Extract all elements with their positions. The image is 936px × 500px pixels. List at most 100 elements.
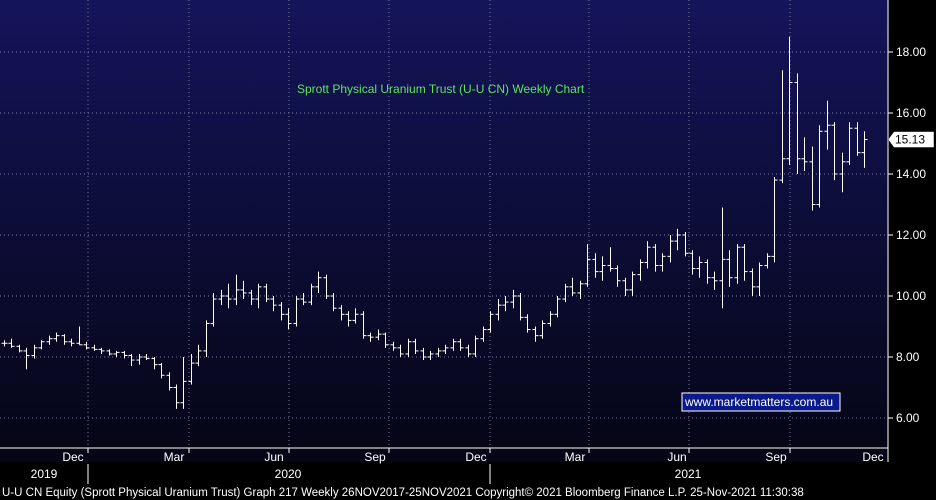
y-tick-label: 10.00 [896, 289, 926, 303]
ohlc-bar [285, 308, 292, 330]
ohlc-bar [255, 283, 262, 309]
ohlc-bar [173, 384, 180, 409]
ohlc-bar [599, 256, 606, 281]
ohlc-bar [412, 338, 419, 354]
ohlc-bar [293, 296, 300, 327]
ohlc-bar [203, 320, 210, 357]
ohlc-bar [360, 311, 367, 339]
ohlc-bar [53, 332, 60, 342]
ohlc-bar [367, 332, 374, 342]
ohlc-bar [457, 338, 464, 351]
ohlc-bar [83, 341, 90, 350]
ohlc-bar [756, 262, 763, 296]
ohlc-bar [689, 250, 696, 275]
plot-background [0, 0, 888, 462]
ohlc-bar [569, 277, 576, 296]
ohlc-bar [136, 353, 143, 365]
x-month-label: Dec [62, 450, 83, 464]
ohlc-bar [218, 289, 225, 306]
ohlc-bar [472, 335, 479, 357]
ohlc-bar [382, 332, 389, 348]
x-month-label: Dec [465, 450, 486, 464]
ohlc-bar [180, 357, 187, 409]
ohlc-bar [68, 338, 75, 347]
ohlc-bar [233, 274, 240, 306]
x-axis: Dec Mar Jun Sep Dec Mar Jun Sep Dec 2019 2020 2021 [0, 447, 889, 484]
ohlc-bar [644, 241, 651, 269]
ohlc-bar [510, 289, 517, 309]
ohlc-bar [151, 357, 158, 370]
ohlc-bar [278, 302, 285, 321]
ohlc-bar [554, 296, 561, 318]
ohlc-bar [577, 280, 584, 300]
ohlc-bar [61, 334, 68, 345]
ohlc-bar [98, 347, 105, 354]
ohlc-bar [771, 177, 778, 263]
ohlc-bar [330, 292, 337, 312]
ohlc-bar [809, 146, 816, 211]
ohlc-bar [816, 125, 823, 208]
ohlc-bar [8, 338, 15, 348]
ohlc-bar [622, 277, 629, 296]
x-year-label: 2021 [675, 467, 702, 481]
last-value-flag: 15.13 [887, 131, 935, 148]
footer-background [0, 484, 936, 500]
ohlc-bar [824, 100, 831, 150]
ohlc-bar [584, 244, 591, 287]
ohlc-bar [263, 283, 270, 303]
ohlc-bar [711, 271, 718, 290]
ohlc-bar [308, 283, 315, 306]
x-month-label: Sep [364, 450, 386, 464]
y-tick-label: 6.00 [896, 411, 920, 425]
ohlc-bar [128, 353, 135, 367]
ohlc-bar [143, 353, 150, 361]
ohlc-bar [420, 347, 427, 361]
y-tick-label: 18.00 [896, 45, 926, 59]
ohlc-bar [31, 344, 38, 359]
ohlc-bar [375, 329, 382, 341]
ohlc-bar [794, 73, 801, 174]
ohlc-bar [397, 344, 404, 357]
ohlc-bar [614, 265, 621, 287]
ohlc-bar [435, 347, 442, 357]
ohlc-bar [696, 256, 703, 278]
ohlc-bar [390, 341, 397, 351]
ohlc-bar [861, 131, 868, 168]
ohlc-bar [195, 344, 202, 367]
ohlc-bar [502, 296, 509, 312]
ohlc-bar [704, 259, 711, 284]
ohlc-bar [831, 122, 838, 181]
ohlc-bar [46, 335, 53, 345]
ohlc-bar [106, 349, 113, 356]
watermark: www.marketmatters.com.au [681, 392, 841, 412]
ohlc-bar [637, 259, 644, 281]
x-month-label: Mar [565, 450, 586, 464]
x-month-label: Mar [164, 450, 185, 464]
ohlc-bar [323, 274, 330, 300]
ohlc-bar [121, 350, 128, 359]
ohlc-bar [450, 338, 457, 351]
ohlc-bar [749, 268, 756, 296]
ohlc-bar [659, 253, 666, 272]
ohlc-bar [210, 292, 217, 327]
last-value-label: 15.13 [895, 133, 925, 147]
ohlc-bar [76, 326, 83, 346]
ohlc-bar [427, 350, 434, 361]
ohlc-bar [338, 305, 345, 321]
ohlc-bar [524, 314, 531, 333]
ohlc-bar [734, 244, 741, 284]
ohlc-bar [562, 283, 569, 303]
chart-title: Sprott Physical Uranium Trust (U-U CN) W… [297, 82, 585, 96]
ohlc-bar [726, 250, 733, 287]
x-month-label: Jun [667, 450, 686, 464]
y-tick-label: 16.00 [896, 106, 926, 120]
ohlc-bar [38, 340, 45, 350]
x-month-label: Dec [862, 450, 883, 464]
ohlc-bar [801, 137, 808, 171]
x-year-label: 2019 [31, 467, 58, 481]
ohlc-bar [495, 299, 502, 321]
ohlc-bar [854, 122, 861, 156]
last-value-flag-shape [887, 131, 935, 148]
ohlc-bar [113, 350, 120, 357]
ohlc-bar [300, 292, 307, 306]
